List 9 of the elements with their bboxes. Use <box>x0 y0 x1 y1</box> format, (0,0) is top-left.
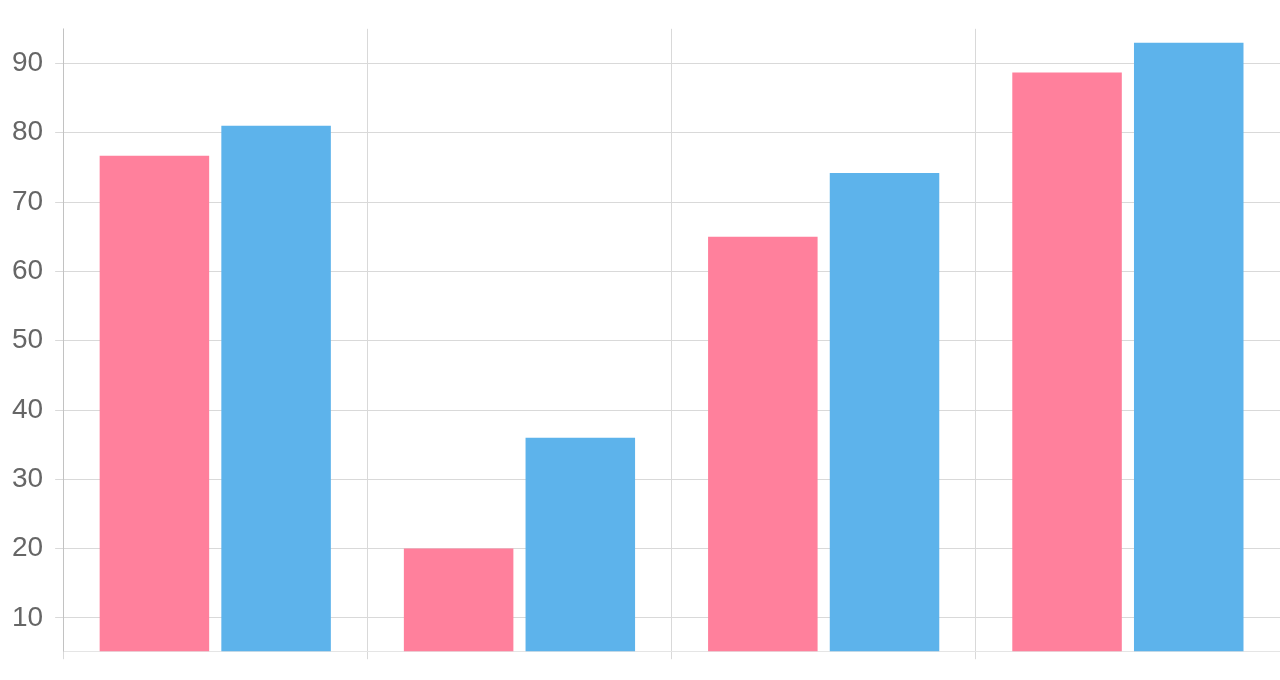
y-tick-label: 10 <box>11 600 44 632</box>
y-tick-label: 60 <box>11 254 44 286</box>
y-tick-label: 50 <box>11 323 44 355</box>
y-tick-label: 20 <box>11 531 44 563</box>
y-tick-label: 90 <box>11 46 44 78</box>
y-tick-label: 30 <box>11 462 44 494</box>
y-tick-label: 80 <box>11 115 44 147</box>
y-tick-label: 70 <box>11 184 44 216</box>
y-tick-label: 40 <box>11 392 44 424</box>
